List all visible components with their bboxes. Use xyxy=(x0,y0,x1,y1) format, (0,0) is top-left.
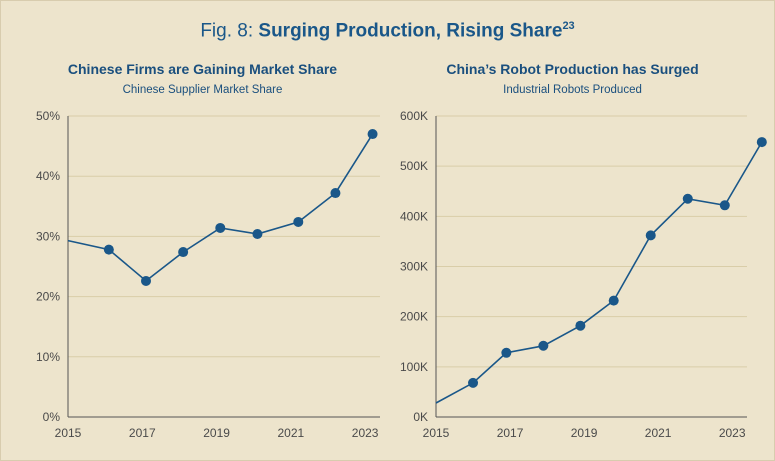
figure-footnote: 23 xyxy=(562,20,575,32)
market-share-data-point xyxy=(330,188,341,199)
robot-production-ytick-label: 500K xyxy=(400,159,428,173)
robot-production-series-line xyxy=(435,141,763,404)
left-chart-title: Chinese Firms are Gaining Market Share xyxy=(67,61,338,77)
market-share-xtick-label: 2021 xyxy=(278,426,305,440)
robot-production-xtick-label: 2021 xyxy=(645,426,672,440)
market-share-xtick-label: 2015 xyxy=(55,426,82,440)
robot-production-data-point xyxy=(608,295,619,306)
market-share-ytick-label: 40% xyxy=(36,169,60,183)
robot-production-xtick-label: 2019 xyxy=(571,426,598,440)
robot-production-data-point xyxy=(719,200,730,211)
robot-production-data-point xyxy=(645,230,656,241)
market-share-xtick-label: 2019 xyxy=(203,426,230,440)
right-chart-title: China’s Robot Production has Surged xyxy=(446,61,699,77)
robot-production-data-point xyxy=(682,193,693,204)
market-share-data-point xyxy=(367,129,378,140)
market-share-xtick-label: 2017 xyxy=(129,426,156,440)
robot-production-data-point xyxy=(756,137,767,148)
robot-production-data-point xyxy=(575,320,586,331)
robot-production-ytick-label: 400K xyxy=(400,209,428,223)
market-share-ytick-label: 30% xyxy=(36,229,60,243)
market-share-xtick-label: 2023 xyxy=(352,426,379,440)
market-share-data-point xyxy=(141,275,151,286)
robot-production-ytick-label: 300K xyxy=(400,260,428,274)
robot-production-ytick-label: 600K xyxy=(400,109,428,123)
market-share-data-point xyxy=(293,216,304,227)
robot-production-xtick-label: 2015 xyxy=(423,426,450,440)
robot-production-xtick-label: 2017 xyxy=(497,426,524,440)
market-share-data-point xyxy=(252,228,263,239)
robot-production-xtick-label: 2023 xyxy=(719,426,746,440)
market-share-data-point xyxy=(103,244,114,255)
robot-production-data-point xyxy=(468,377,479,388)
figure-main-title: Surging Production, Rising Share xyxy=(258,20,563,42)
figure-prefix: Fig. 8: xyxy=(200,20,254,42)
market-share-ytick-label: 20% xyxy=(36,290,60,304)
robot-production-ytick-label: 0K xyxy=(413,410,428,424)
left-chart-subtitle: Chinese Supplier Market Share xyxy=(122,84,283,96)
market-share-data-point xyxy=(215,222,226,233)
robot-production-ytick-label: 200K xyxy=(400,310,428,324)
figure-title: Fig. 8: Surging Production, Rising Share… xyxy=(0,20,775,42)
market-share-ytick-label: 10% xyxy=(36,350,60,364)
right-chart-subtitle: Industrial Robots Produced xyxy=(503,84,642,96)
robot-production-data-point xyxy=(501,347,512,358)
market-share-data-point xyxy=(178,247,189,258)
robot-production-ytick-label: 100K xyxy=(400,360,428,374)
market-share-ytick-label: 50% xyxy=(36,109,60,123)
robot-production-data-point xyxy=(538,340,549,351)
market-share-ytick-label: 0% xyxy=(43,410,61,424)
